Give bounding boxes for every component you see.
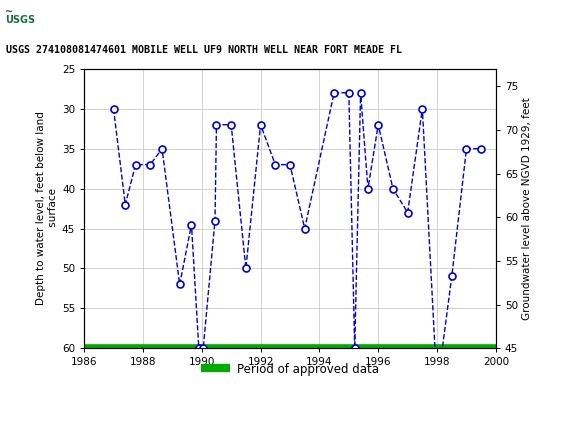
Legend: Period of approved data: Period of approved data	[201, 363, 379, 376]
Text: USGS: USGS	[67, 7, 122, 25]
FancyBboxPatch shape	[3, 2, 55, 31]
Text: USGS 274108081474601 MOBILE WELL UF9 NORTH WELL NEAR FORT MEADE FL: USGS 274108081474601 MOBILE WELL UF9 NOR…	[6, 45, 402, 55]
Text: ~
USGS: ~ USGS	[5, 7, 35, 25]
Y-axis label: Depth to water level, feet below land
 surface: Depth to water level, feet below land su…	[36, 112, 57, 305]
Y-axis label: Groundwater level above NGVD 1929, feet: Groundwater level above NGVD 1929, feet	[523, 97, 532, 320]
